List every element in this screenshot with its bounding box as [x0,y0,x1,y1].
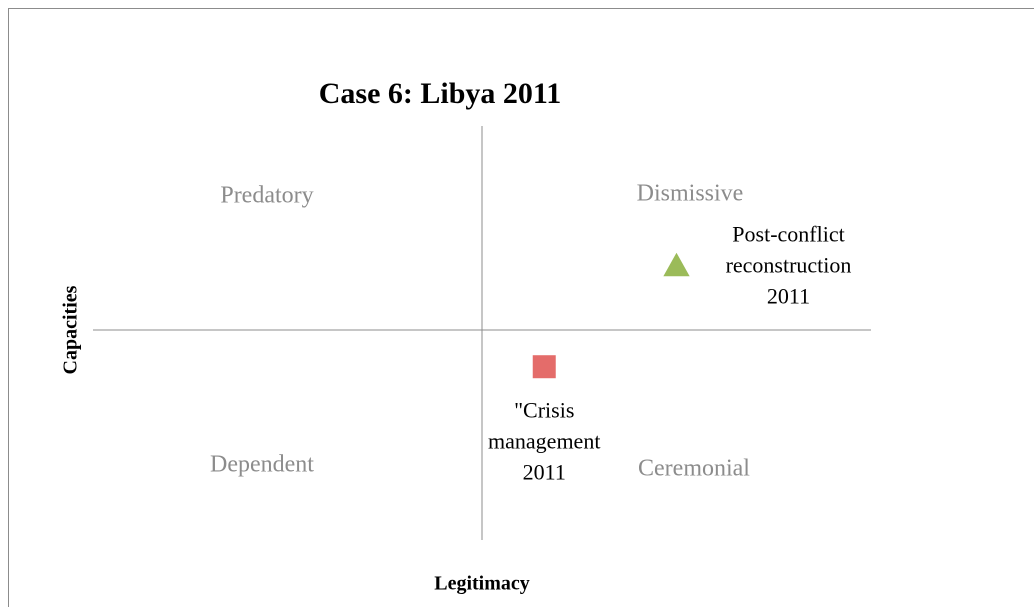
quadrant-label: Dismissive [637,181,744,207]
quadrant-label: Predatory [220,183,313,209]
quadrant-label: Ceremonial [638,456,750,482]
point-marker [531,354,557,380]
point-marker [661,250,692,278]
point-label: Post-conflict reconstruction 2011 [726,222,852,309]
quadrant-label: Dependent [210,452,314,478]
chart-title: Case 6: Libya 2011 [319,77,562,110]
x-axis-label: Legitimacy [434,573,530,595]
y-axis-label: Capacities [60,285,82,374]
chart-frame [8,8,1034,607]
point-label: "Crisis management 2011 [488,398,600,485]
